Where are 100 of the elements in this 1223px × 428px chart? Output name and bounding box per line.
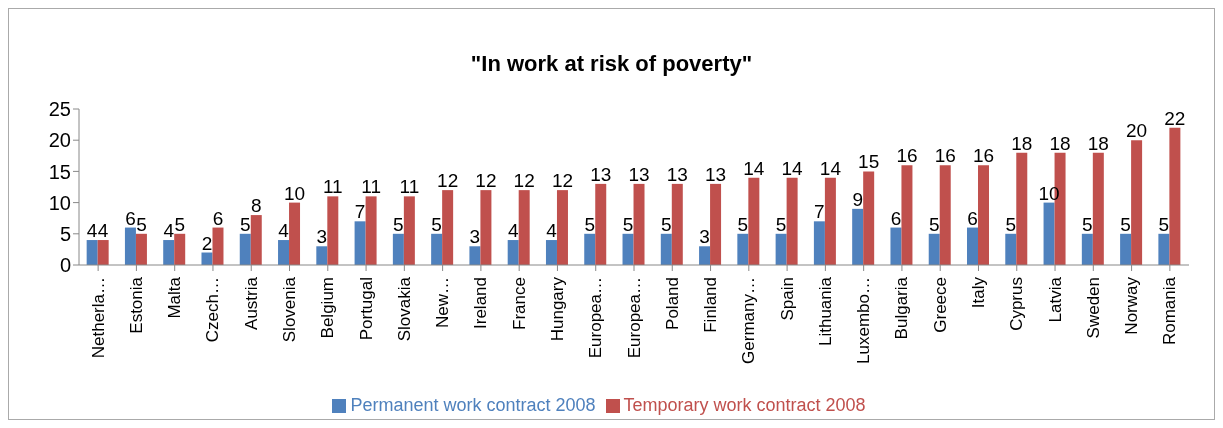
- data-label: 7: [354, 201, 366, 223]
- data-label: 13: [590, 163, 612, 185]
- data-label: 5: [661, 213, 672, 235]
- bar: [890, 227, 902, 265]
- bar: [1120, 233, 1132, 265]
- data-label: 16: [972, 145, 995, 167]
- y-tick-label: 10: [48, 191, 71, 214]
- bar: [135, 233, 147, 265]
- x-tick-label: Spain: [777, 277, 797, 321]
- bar: [392, 233, 404, 265]
- bar: [365, 196, 377, 265]
- bar: [852, 208, 864, 265]
- y-tick-label: 15: [48, 160, 71, 183]
- bar: [442, 190, 454, 265]
- x-tick-label: Germany…: [739, 277, 759, 364]
- bar: [584, 233, 596, 265]
- data-label: 18: [1011, 132, 1033, 154]
- bar: [901, 165, 913, 265]
- x-tick-label: Greece: [930, 277, 950, 333]
- x-tick-label: Slovenia: [280, 276, 300, 343]
- data-label: 3: [316, 226, 328, 248]
- data-label: 6: [967, 207, 978, 229]
- data-label: 12: [551, 170, 574, 192]
- bar: [967, 227, 978, 265]
- x-tick-label: Romania: [1160, 276, 1180, 346]
- bar: [710, 183, 722, 265]
- x-tick-label: Europea…: [586, 277, 606, 359]
- bar: [518, 190, 530, 265]
- bar: [775, 233, 787, 265]
- data-label: 11: [322, 176, 343, 198]
- x-tick-label: Malta: [165, 276, 185, 319]
- bar: [556, 190, 568, 265]
- data-label: 16: [934, 145, 956, 167]
- data-label: 13: [705, 163, 727, 185]
- x-tick-label: Austria: [241, 276, 261, 330]
- y-tick-label: 0: [59, 254, 71, 277]
- x-tick-label: Portugal: [356, 277, 376, 341]
- bar: [163, 240, 175, 265]
- bar: [1158, 233, 1170, 265]
- bar: [622, 233, 634, 265]
- bar: [124, 227, 136, 265]
- x-tick-label: New…: [433, 277, 453, 329]
- bar: [354, 221, 366, 265]
- x-tick-label: France: [509, 277, 529, 330]
- data-label: 11: [361, 176, 381, 198]
- bar: [660, 233, 672, 265]
- bar: [737, 233, 749, 265]
- bar: [671, 183, 683, 265]
- bar: [1016, 152, 1028, 265]
- bar: [748, 177, 760, 265]
- data-label: 18: [1087, 132, 1109, 154]
- data-label: 5: [928, 213, 940, 235]
- y-tick-label: 5: [59, 222, 71, 245]
- bar: [480, 190, 492, 265]
- bar: [699, 246, 711, 265]
- data-label: 14: [743, 157, 765, 179]
- x-tick-label: Hungary: [547, 276, 567, 342]
- bar: [939, 165, 951, 265]
- bar: [86, 240, 98, 265]
- data-label: 3: [699, 226, 710, 248]
- x-tick-label: Cyprus: [1007, 277, 1027, 331]
- bar: [545, 240, 557, 265]
- data-label: 4: [86, 220, 98, 242]
- bar: [431, 233, 443, 265]
- data-label: 5: [1120, 213, 1131, 235]
- x-tick-label: Czech…: [203, 277, 223, 343]
- data-label: 6: [212, 207, 224, 229]
- data-label: 5: [775, 213, 787, 235]
- x-tick-label: Norway: [1122, 276, 1142, 335]
- data-label: 5: [174, 213, 185, 235]
- data-label: 12: [437, 170, 459, 192]
- data-label: 5: [1082, 213, 1093, 235]
- data-label: 5: [239, 213, 251, 235]
- bar: [289, 202, 301, 265]
- data-label: 14: [819, 157, 842, 179]
- bar: [813, 221, 825, 265]
- data-label: 8: [250, 195, 262, 217]
- x-tick-label: Belgium: [318, 277, 338, 339]
- x-tick-label: Estonia: [126, 276, 146, 334]
- data-label: 12: [513, 170, 535, 192]
- data-label: 2: [201, 232, 213, 254]
- bar: [403, 196, 415, 265]
- data-label: 3: [469, 226, 481, 248]
- y-tick-label: 25: [48, 98, 71, 121]
- bar: [316, 246, 328, 265]
- bar: [595, 183, 607, 265]
- data-label: 5: [584, 213, 596, 235]
- data-label: 12: [475, 170, 497, 192]
- bar: [97, 240, 109, 265]
- bar: [1092, 152, 1104, 265]
- bar: [507, 240, 519, 265]
- bar: [174, 233, 186, 265]
- x-tick-label: Ireland: [471, 277, 491, 329]
- bar: [239, 233, 251, 265]
- bar: [978, 165, 989, 265]
- data-label: 5: [1158, 213, 1170, 235]
- legend-label: Temporary work contract 2008: [623, 395, 866, 415]
- x-tick-label: Lithuania: [815, 276, 835, 347]
- legend-label: Permanent work contract 2008: [350, 395, 596, 415]
- x-tick-label: Italy: [968, 276, 988, 309]
